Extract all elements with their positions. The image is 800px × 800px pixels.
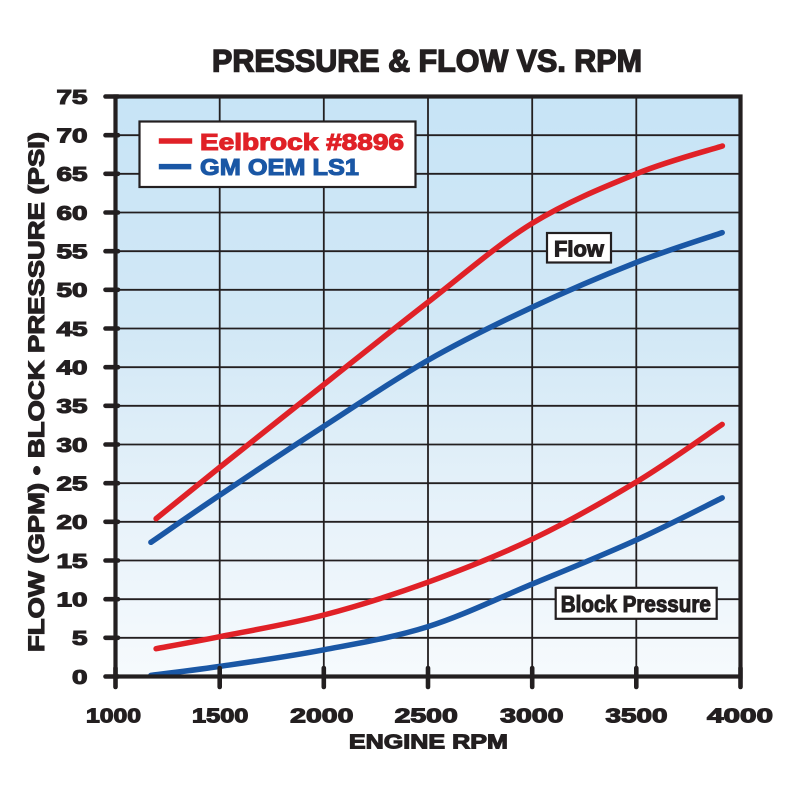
- svg-text:65: 65: [57, 164, 88, 186]
- svg-text:40: 40: [57, 358, 88, 380]
- svg-text:20: 20: [57, 512, 88, 534]
- svg-text:5: 5: [72, 628, 88, 650]
- svg-text:Flow: Flow: [554, 237, 604, 262]
- svg-text:GM OEM LS1: GM OEM LS1: [200, 154, 359, 180]
- svg-text:70: 70: [57, 126, 88, 148]
- svg-text:4000: 4000: [707, 706, 773, 728]
- svg-text:0: 0: [72, 667, 88, 689]
- svg-text:45: 45: [57, 319, 88, 341]
- svg-text:55: 55: [57, 242, 88, 264]
- svg-text:PRESSURE & FLOW VS. RPM: PRESSURE & FLOW VS. RPM: [212, 43, 642, 79]
- svg-text:15: 15: [57, 551, 88, 573]
- svg-text:ENGINE RPM: ENGINE RPM: [349, 731, 508, 754]
- svg-text:50: 50: [57, 280, 88, 302]
- svg-text:3000: 3000: [500, 706, 563, 728]
- svg-text:10: 10: [57, 590, 88, 612]
- svg-text:2000: 2000: [290, 706, 353, 728]
- svg-text:2500: 2500: [395, 706, 458, 728]
- svg-text:30: 30: [57, 435, 88, 457]
- svg-text:Block Pressure: Block Pressure: [561, 591, 711, 617]
- svg-text:FLOW (GPM) • BLOCK PRESSURE (P: FLOW (GPM) • BLOCK PRESSURE (PSI): [24, 132, 49, 652]
- svg-text:60: 60: [57, 203, 88, 225]
- svg-text:75: 75: [57, 87, 88, 109]
- svg-text:35: 35: [57, 396, 88, 418]
- svg-text:Eelbrock #8896: Eelbrock #8896: [200, 129, 404, 155]
- svg-text:1000: 1000: [86, 706, 141, 728]
- svg-text:1500: 1500: [192, 706, 248, 728]
- svg-text:25: 25: [57, 474, 88, 496]
- svg-text:3500: 3500: [606, 706, 668, 728]
